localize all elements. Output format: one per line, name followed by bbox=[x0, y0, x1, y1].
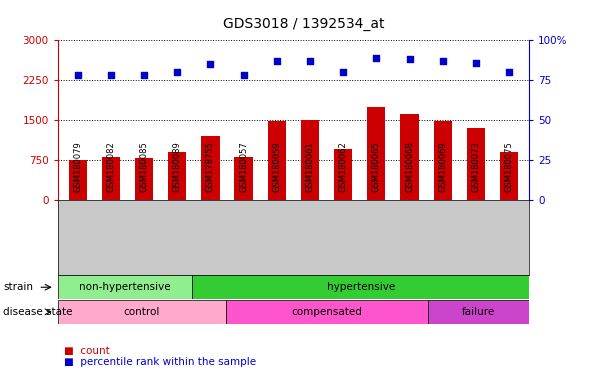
Point bbox=[504, 69, 514, 75]
Point bbox=[471, 60, 481, 66]
Point bbox=[172, 69, 182, 75]
Text: GDS3018 / 1392534_at: GDS3018 / 1392534_at bbox=[223, 17, 385, 31]
Text: compensated: compensated bbox=[292, 307, 362, 317]
Text: failure: failure bbox=[462, 307, 495, 317]
Bar bbox=[334, 149, 352, 200]
Point bbox=[305, 58, 315, 64]
Text: strain: strain bbox=[3, 282, 33, 292]
Bar bbox=[168, 152, 186, 200]
Bar bbox=[226, 300, 428, 324]
Point bbox=[338, 69, 348, 75]
Point bbox=[73, 72, 83, 78]
Point bbox=[405, 56, 415, 63]
Text: disease state: disease state bbox=[3, 307, 72, 317]
Point bbox=[239, 72, 249, 78]
Text: non-hypertensive: non-hypertensive bbox=[79, 282, 171, 292]
Text: hypertensive: hypertensive bbox=[326, 282, 395, 292]
Bar bbox=[58, 275, 192, 299]
Point bbox=[272, 58, 282, 64]
Bar bbox=[135, 158, 153, 200]
Bar bbox=[467, 128, 485, 200]
Bar bbox=[235, 157, 253, 200]
Bar bbox=[102, 157, 120, 200]
Text: ■  percentile rank within the sample: ■ percentile rank within the sample bbox=[64, 357, 256, 367]
Bar bbox=[367, 107, 385, 200]
Bar bbox=[434, 121, 452, 200]
Point bbox=[438, 58, 447, 64]
Bar bbox=[401, 114, 419, 200]
Point bbox=[371, 55, 381, 61]
Bar bbox=[58, 300, 226, 324]
Bar bbox=[428, 300, 529, 324]
Text: ■  count: ■ count bbox=[64, 346, 109, 356]
Point bbox=[106, 72, 116, 78]
Point bbox=[139, 72, 149, 78]
Text: control: control bbox=[123, 307, 160, 317]
Bar bbox=[301, 120, 319, 200]
Bar bbox=[69, 160, 87, 200]
Bar bbox=[201, 136, 219, 200]
Bar bbox=[500, 152, 518, 200]
Point bbox=[206, 61, 215, 67]
Bar bbox=[192, 275, 529, 299]
Bar bbox=[268, 121, 286, 200]
